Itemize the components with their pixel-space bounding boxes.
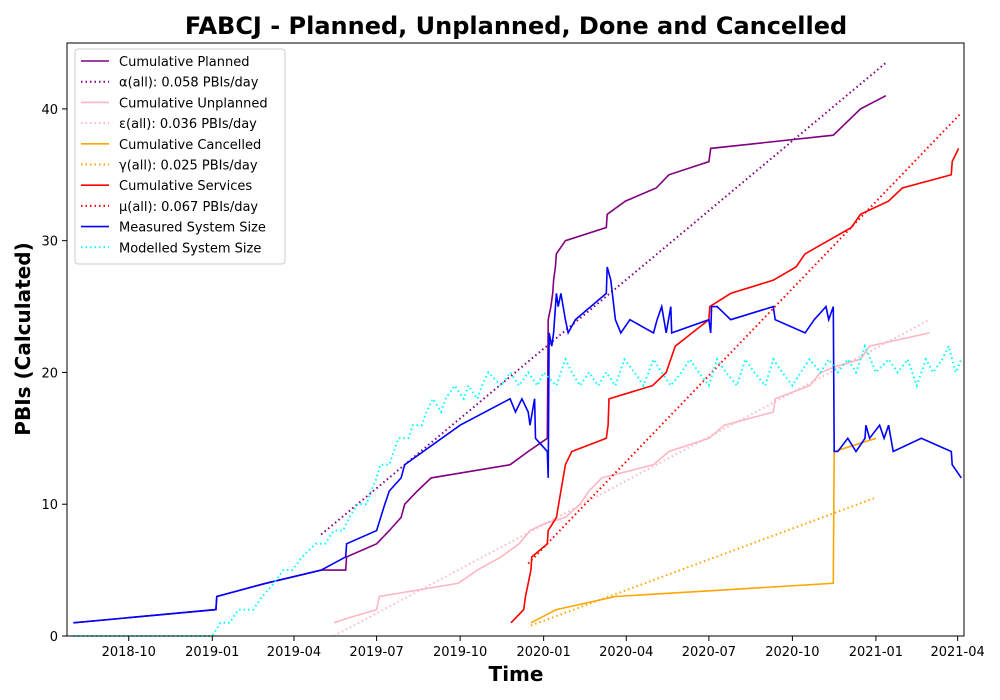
x-axis-label: Time: [489, 662, 544, 686]
y-tick-label: 10: [41, 498, 58, 513]
series-line-modelled-system-size: [73, 343, 963, 637]
legend-label: Modelled System Size: [119, 241, 261, 256]
plot-lines: [73, 62, 963, 637]
x-tick-label: 2019-04: [267, 645, 321, 660]
legend-label: Cumulative Services: [119, 179, 252, 194]
series-line-cumulative-planned: [73, 94, 887, 624]
y-axis: 0 10 20 30 40: [41, 103, 67, 645]
series-line-all-0-025-pbis-day: [530, 496, 877, 627]
x-tick-label: 2020-10: [765, 645, 819, 660]
x-tick-label: 2019-01: [185, 645, 239, 660]
x-tick-label: 2019-07: [349, 645, 403, 660]
legend: Cumulative Planned α(all): 0.058 PBIs/day…: [74, 48, 286, 265]
x-tick-label: 2020-07: [682, 645, 736, 660]
plot-frame: [66, 42, 965, 637]
x-tick-label: 2019-10: [433, 645, 487, 660]
legend-box: [74, 48, 286, 265]
legend-label: Cumulative Planned: [119, 55, 249, 70]
x-tick-label: 2021-04: [930, 645, 984, 660]
x-tick-label: 2018-10: [102, 645, 156, 660]
series-line-cumulative-cancelled: [530, 437, 877, 624]
y-tick-label: 40: [41, 103, 58, 118]
legend-label: Cumulative Cancelled: [119, 138, 261, 153]
series-line-cumulative-unplanned: [333, 332, 930, 624]
legend-label: α(all): 0.058 PBIs/day: [119, 76, 259, 91]
legend-label: Cumulative Unplanned: [119, 96, 268, 111]
x-tick-label: 2020-01: [516, 645, 570, 660]
legend-label: Measured System Size: [119, 221, 266, 236]
y-tick-label: 20: [41, 366, 58, 381]
y-tick-label: 0: [50, 630, 58, 645]
y-axis-label: PBIs (Calculated): [11, 242, 35, 435]
x-tick-label: 2021-01: [849, 645, 903, 660]
chart-title: FABCJ - Planned, Unplanned, Done and Can…: [185, 12, 847, 40]
legend-label: ε(all): 0.036 PBIs/day: [119, 117, 257, 132]
x-tick-label: 2020-04: [599, 645, 653, 660]
legend-label: μ(all): 0.067 PBIs/day: [119, 200, 258, 215]
legend-label: γ(all): 0.025 PBIs/day: [119, 159, 258, 174]
series-line-all-0-058-pbis-day: [320, 62, 887, 536]
x-axis: 2018-10 2019-01 2019-04 2019-07 2019-10 2020-…: [102, 636, 985, 660]
series-line-measured-system-size: [73, 266, 962, 624]
series-line-all-0-067-pbis-day: [527, 112, 963, 565]
y-tick-label: 30: [41, 235, 58, 250]
